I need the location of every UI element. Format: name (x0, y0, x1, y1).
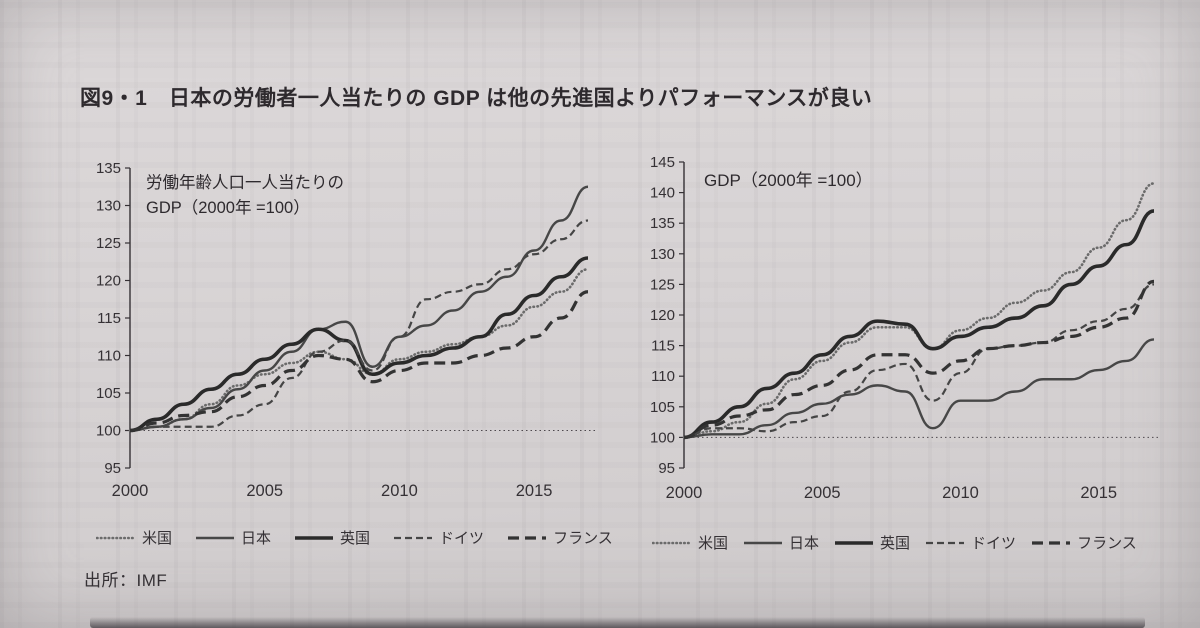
y-tick-label: 100 (650, 429, 675, 446)
y-tick-label: 110 (97, 348, 121, 365)
legend-item-uk: 英国 (294, 527, 370, 548)
y-tick-label: 130 (96, 198, 121, 215)
y-tick-label: 105 (650, 399, 675, 416)
legend-item-germany: ドイツ (925, 532, 1016, 553)
series-line-us (682, 182, 1156, 439)
series-line-france (129, 290, 589, 433)
x-tick-label: 2005 (804, 484, 841, 502)
legend-item-japan: 日本 (743, 532, 819, 553)
legend-item-us: 米国 (652, 532, 728, 553)
x-tick-label: 2005 (246, 482, 283, 500)
legend-line-sample (394, 536, 433, 539)
chart-canvas: 145 140 135 130 125 120 115 110 105 100 95 2000 2005… (650, 154, 1160, 502)
legend-item-uk: 英国 (834, 532, 910, 553)
x-tick-label: 2000 (666, 484, 703, 502)
y-tick-label: 115 (651, 338, 675, 355)
y-tick-label: 135 (96, 160, 121, 177)
legend-item-japan: 日本 (195, 527, 271, 548)
source-note: 出所：IMF (84, 571, 168, 590)
right-chart: 145 140 135 130 125 120 115 110 105 100 95 2000 2005… (638, 148, 1162, 510)
y-tick-label: 110 (651, 368, 675, 385)
legend-line-sample (926, 541, 965, 544)
chart-annotation: 労働年齢人口一人当たりの (146, 173, 344, 192)
y-tick-label: 135 (650, 215, 675, 232)
legend-label: 日本 (789, 535, 820, 552)
legend-label: フランス (1077, 535, 1137, 552)
legend-line-sample (196, 536, 235, 539)
x-tick-label: 2015 (1080, 484, 1117, 502)
series-line-germany (683, 283, 1155, 439)
y-tick-label: 140 (650, 185, 675, 202)
y-tick-label: 125 (650, 276, 675, 293)
x-tick-label: 2000 (112, 482, 149, 500)
legend-line-sample (652, 541, 692, 544)
legend-line-sample (295, 535, 334, 540)
legend-line-sample (835, 540, 874, 545)
legend-line-sample (1032, 540, 1071, 545)
left-chart: 135 130 125 120 115 110 105 100 95 2000 2005 2010 20… (86, 154, 600, 508)
legend-line-sample (96, 536, 136, 539)
series-line-us (128, 267, 590, 432)
y-tick-label: 95 (658, 460, 675, 477)
legend-label: 英国 (880, 535, 911, 552)
chart-canvas: 135 130 125 120 115 110 105 100 95 2000 2005 2010 20… (96, 160, 598, 500)
legend-label: 米国 (142, 530, 173, 547)
figure-title: 図9・1 日本の労働者一人当たりの GDP は他の先進国よりパフォーマンスが良い (80, 87, 873, 110)
x-tick-label: 2010 (942, 484, 979, 502)
legend-line-sample (744, 541, 783, 544)
legend-label: 米国 (698, 535, 729, 552)
series-line-france (683, 279, 1155, 439)
y-tick-label: 115 (97, 310, 121, 327)
legend-label: 英国 (340, 530, 371, 547)
chart-annotation: GDP（2000年 =100） (704, 171, 873, 190)
series-line-japan (683, 338, 1155, 439)
legend-label: 日本 (241, 530, 272, 547)
y-tick-label: 125 (96, 235, 121, 252)
y-tick-label: 120 (650, 307, 675, 324)
y-tick-label: 100 (96, 423, 121, 440)
y-tick-label: 105 (96, 385, 121, 402)
legend-label: ドイツ (971, 535, 1017, 552)
legend-label: ドイツ (439, 530, 485, 547)
series-line-uk (683, 209, 1155, 440)
legend-right: 米国 日本 英国 ドイツ フランス (652, 532, 1137, 553)
y-tick-label: 95 (104, 460, 121, 477)
chart-annotation: GDP（2000年 =100） (146, 198, 310, 217)
legend-item-us: 米国 (96, 527, 172, 548)
y-tick-label: 120 (96, 273, 121, 290)
x-tick-label: 2010 (381, 482, 418, 500)
legend-line-sample (508, 535, 547, 540)
y-tick-label: 145 (650, 154, 675, 171)
series-line-uk (129, 256, 589, 433)
legend-label: フランス (553, 530, 613, 547)
series-line-germany (129, 219, 589, 432)
y-tick-label: 130 (650, 246, 675, 263)
series-line-japan (129, 185, 589, 432)
legend-left: 米国 日本 英国 ドイツ フランス (96, 527, 613, 548)
legend-item-germany: ドイツ (393, 527, 484, 548)
x-tick-label: 2015 (516, 482, 553, 500)
legend-item-france: フランス (1031, 532, 1137, 553)
legend-item-france: フランス (507, 527, 613, 548)
